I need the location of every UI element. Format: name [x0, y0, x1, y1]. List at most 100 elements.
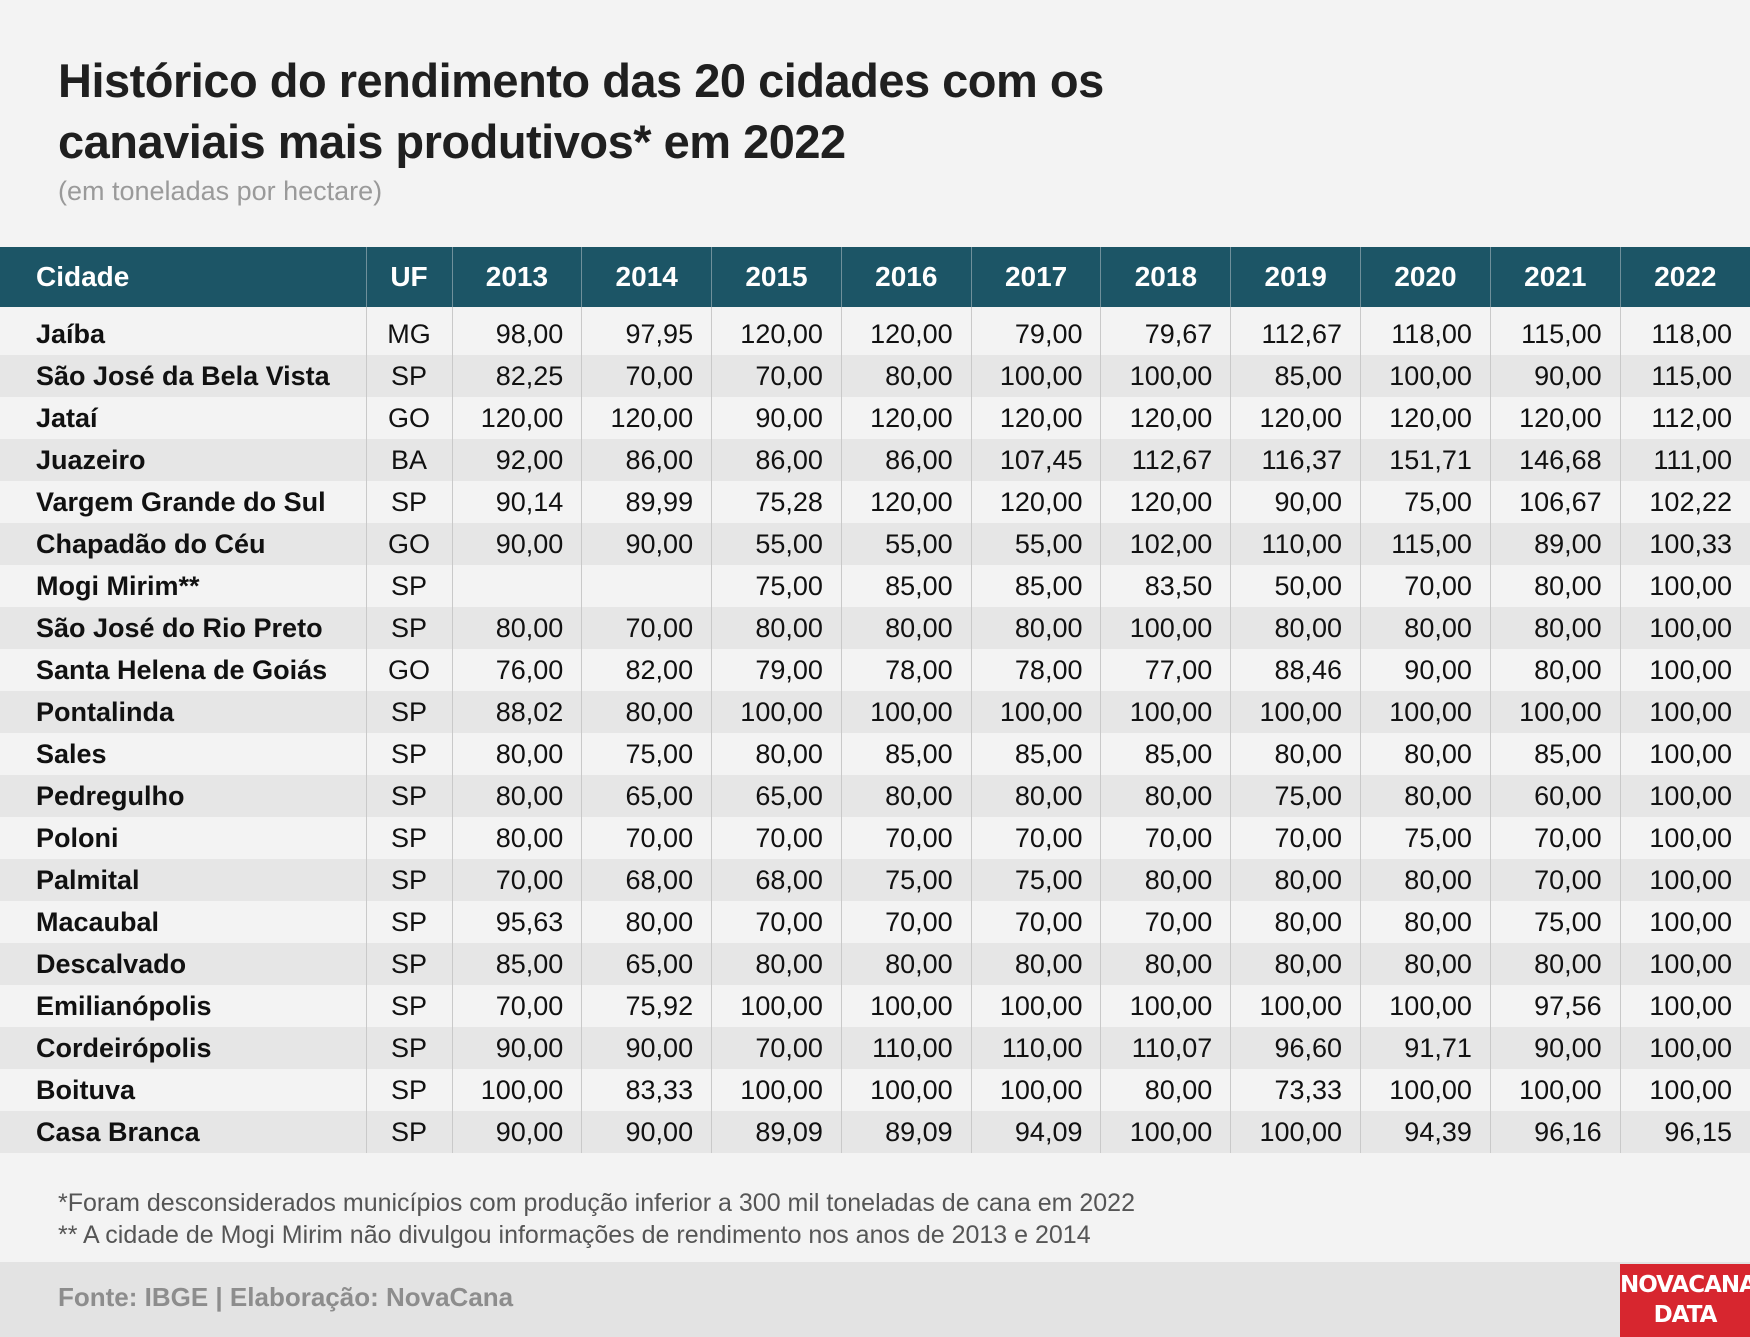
yield-value-cell: 79,00: [970, 307, 1101, 355]
footer-bar: Fonte: IBGE | Elaboração: NovaCana NOVAC…: [0, 1262, 1750, 1337]
city-name-cell: Mogi Mirim**: [0, 565, 366, 607]
yield-value-cell: 112,00: [1619, 397, 1750, 439]
yield-value-cell: 75,00: [581, 733, 712, 775]
yield-value-cell: 80,00: [1360, 733, 1491, 775]
state-cell: SP: [365, 481, 452, 523]
yield-value-cell: 70,00: [1100, 901, 1231, 943]
yield-value-cell: 118,00: [1360, 307, 1491, 355]
state-cell: SP: [365, 901, 452, 943]
yield-value-cell: 80,00: [1100, 1069, 1231, 1111]
table-row: Chapadão do Céu GO 90,00 90,00 55,00 55,00 55,…: [0, 523, 1750, 565]
yield-value-cell: 80,00: [1230, 607, 1361, 649]
yield-value-cell: 76,00: [451, 649, 582, 691]
yield-value-cell: 120,00: [1230, 397, 1361, 439]
yield-value-cell: 80,00: [1360, 859, 1491, 901]
yield-value-cell: 89,09: [711, 1111, 842, 1153]
yield-value-cell: 100,00: [1619, 733, 1750, 775]
column-header-year: 2016: [840, 247, 972, 307]
yield-value-cell: 80,00: [451, 607, 582, 649]
city-name-cell: Emilianópolis: [0, 985, 366, 1027]
yield-value-cell: 100,00: [1619, 817, 1750, 859]
title-line-2: canaviais mais produtivos* em 2022: [58, 115, 846, 168]
yield-value-cell: 120,00: [451, 397, 582, 439]
yield-value-cell: 97,95: [581, 307, 712, 355]
yield-value-cell: 100,00: [1619, 1027, 1750, 1069]
yield-value-cell: 80,00: [1489, 607, 1621, 649]
yield-value-cell: 100,00: [1619, 607, 1750, 649]
yield-value-cell: 80,00: [1489, 943, 1621, 985]
yield-value-cell: 120,00: [1360, 397, 1491, 439]
column-header-year: 2017: [970, 247, 1101, 307]
table-row: Jaíba MG 98,00 97,95 120,00 120,00 79,00 79,67 1…: [0, 307, 1750, 355]
yield-value-cell: 120,00: [711, 307, 842, 355]
yield-value-cell: 79,67: [1100, 307, 1231, 355]
yield-value-cell: 65,00: [711, 775, 842, 817]
city-name-cell: Pontalinda: [0, 691, 366, 733]
yield-value-cell: 75,00: [840, 859, 972, 901]
city-name-cell: Cordeirópolis: [0, 1027, 366, 1069]
table-row: Pedregulho SP 80,00 65,00 65,00 80,00 80,00 80,…: [0, 775, 1750, 817]
yield-value-cell: [451, 565, 582, 607]
table-row: Sales SP 80,00 75,00 80,00 85,00 85,00 85,00 80,…: [0, 733, 1750, 775]
state-cell: SP: [365, 943, 452, 985]
yield-value-cell: 120,00: [581, 397, 712, 439]
city-name-cell: São José do Rio Preto: [0, 607, 366, 649]
yield-value-cell: 70,00: [711, 355, 842, 397]
table-row: Pontalinda SP 88,02 80,00 100,00 100,00 100,00…: [0, 691, 1750, 733]
yield-value-cell: 88,46: [1230, 649, 1361, 691]
yield-value-cell: 70,00: [711, 901, 842, 943]
yield-value-cell: 100,33: [1619, 523, 1750, 565]
yield-value-cell: 75,92: [581, 985, 712, 1027]
yield-value-cell: 100,00: [1619, 565, 1750, 607]
yield-value-cell: 110,07: [1100, 1027, 1231, 1069]
yield-value-cell: 118,00: [1619, 307, 1750, 355]
yield-value-cell: 70,00: [1489, 859, 1621, 901]
yield-value-cell: 120,00: [1100, 397, 1231, 439]
yield-value-cell: 100,00: [1619, 691, 1750, 733]
column-header-year: 2018: [1100, 247, 1231, 307]
yield-value-cell: 100,00: [1360, 985, 1491, 1027]
yield-value-cell: 115,00: [1489, 307, 1621, 355]
yield-value-cell: 80,00: [1489, 649, 1621, 691]
yield-value-cell: 100,00: [1100, 1111, 1231, 1153]
yield-value-cell: 75,00: [1360, 817, 1491, 859]
yield-value-cell: 70,00: [840, 901, 972, 943]
state-cell: SP: [365, 1111, 452, 1153]
yield-value-cell: 91,71: [1360, 1027, 1491, 1069]
yield-value-cell: 120,00: [840, 307, 972, 355]
yield-value-cell: 85,00: [1100, 733, 1231, 775]
table-body: Jaíba MG 98,00 97,95 120,00 120,00 79,00 79,67 1…: [0, 307, 1750, 1153]
yield-value-cell: 100,00: [1360, 1069, 1491, 1111]
logo-line-1: NOVACANA: [1620, 1272, 1750, 1298]
yield-value-cell: 86,00: [581, 439, 712, 481]
yield-value-cell: 100,00: [711, 691, 842, 733]
state-cell: SP: [365, 1027, 452, 1069]
yield-value-cell: 100,00: [1489, 1069, 1621, 1111]
yield-value-cell: 70,00: [451, 859, 582, 901]
yield-value-cell: 80,00: [451, 775, 582, 817]
yield-value-cell: 100,00: [1360, 691, 1491, 733]
yield-value-cell: 116,37: [1230, 439, 1361, 481]
table-row: Vargem Grande do Sul SP 90,14 89,99 75,28 120…: [0, 481, 1750, 523]
yield-value-cell: 70,00: [581, 607, 712, 649]
city-name-cell: Pedregulho: [0, 775, 366, 817]
yield-value-cell: 100,00: [840, 985, 972, 1027]
yield-value-cell: 100,00: [1619, 901, 1750, 943]
yield-value-cell: 82,00: [581, 649, 712, 691]
yield-value-cell: 85,00: [970, 565, 1101, 607]
state-cell: BA: [365, 439, 452, 481]
table-row: Santa Helena de Goiás GO 76,00 82,00 79,00 78…: [0, 649, 1750, 691]
yield-value-cell: 80,00: [1230, 859, 1361, 901]
yield-value-cell: 90,00: [1489, 1027, 1621, 1069]
city-name-cell: Juazeiro: [0, 439, 366, 481]
yield-value-cell: 80,00: [840, 943, 972, 985]
yield-value-cell: 80,00: [970, 607, 1101, 649]
yield-value-cell: 86,00: [840, 439, 972, 481]
yield-value-cell: 80,00: [451, 733, 582, 775]
yield-value-cell: 83,50: [1100, 565, 1231, 607]
yield-value-cell: 80,00: [1489, 565, 1621, 607]
state-cell: GO: [365, 397, 452, 439]
yield-value-cell: 90,00: [451, 1111, 582, 1153]
city-name-cell: Macaubal: [0, 901, 366, 943]
yield-value-cell: 110,00: [970, 1027, 1101, 1069]
